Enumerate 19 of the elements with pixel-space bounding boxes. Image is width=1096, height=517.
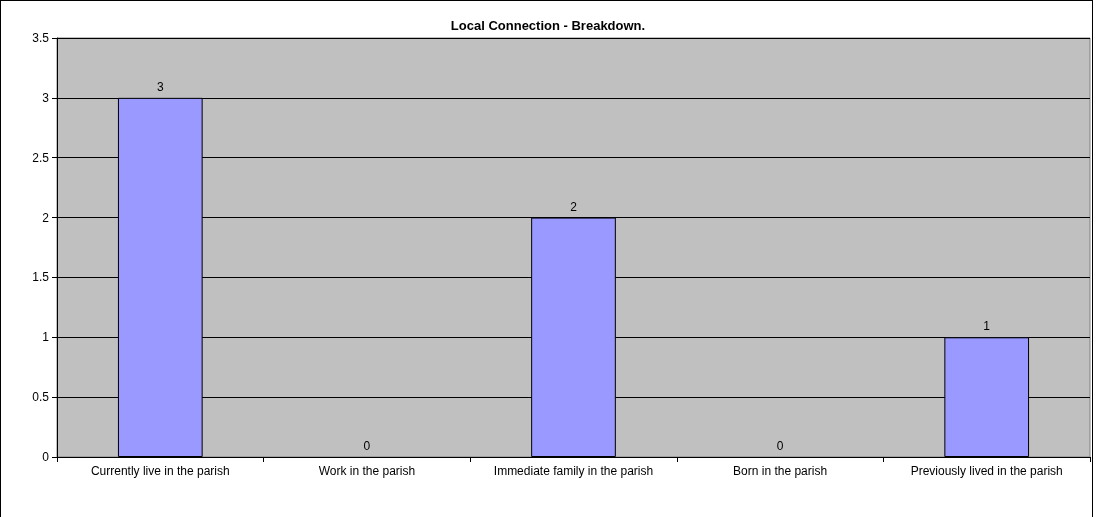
y-tick-label: 0.5 [32,390,50,405]
x-tick-label: Work in the parish [318,464,416,478]
x-tick-label: Born in the parish [733,464,828,478]
data-label: 0 [363,439,371,453]
y-tick-label: 3 [42,90,50,105]
data-label: 0 [776,439,784,453]
y-tick-label: 3.5 [32,31,50,45]
y-tick-label: 1.5 [32,270,50,285]
chart-title: Local Connection - Breakdown. [450,18,646,33]
x-tick-label: Immediate family in the parish [493,464,654,478]
data-label: 2 [570,199,578,214]
y-tick-label: 0 [42,450,50,464]
y-tick-label: 1 [42,330,50,345]
data-label: 3 [156,79,164,94]
y-tick-label: 2 [42,210,50,225]
x-tick-label: Previously lived in the parish [910,464,1063,478]
y-tick-label: 2.5 [32,150,50,165]
x-tick-label: Currently live in the parish [90,464,230,478]
data-label: 1 [983,319,991,334]
